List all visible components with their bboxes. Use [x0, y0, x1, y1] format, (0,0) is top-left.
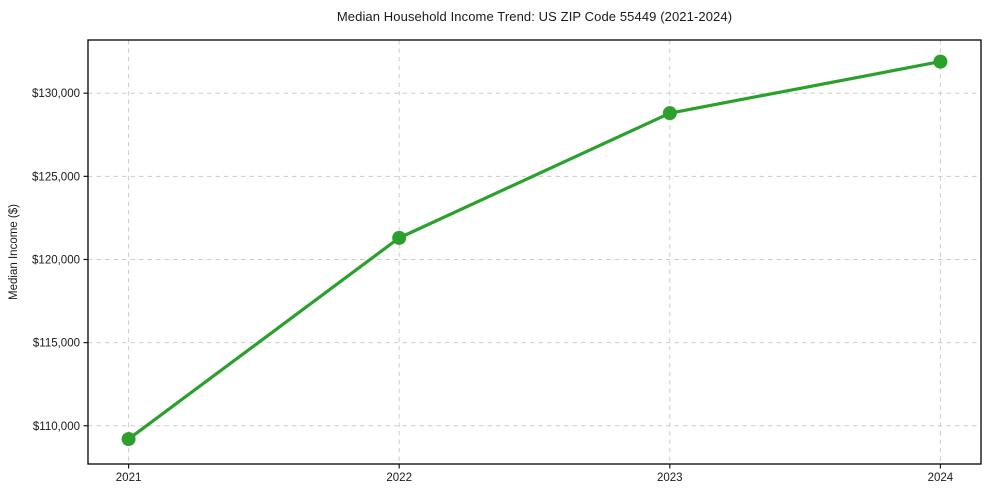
data-point — [933, 54, 948, 69]
data-point — [392, 230, 407, 245]
plot-border — [87, 39, 982, 465]
y-axis-title: Median Income ($) — [8, 204, 20, 300]
y-tick-label: $110,000 — [33, 421, 80, 433]
trend-line — [126, 60, 943, 441]
x-tick-label: 2022 — [386, 472, 412, 484]
chart-title: Median Household Income Trend: US ZIP Co… — [336, 9, 733, 24]
data-point — [662, 106, 677, 121]
x-tick-label: 2021 — [116, 472, 142, 484]
y-tick-label: $130,000 — [32, 88, 80, 100]
x-tick-label: 2024 — [928, 472, 954, 484]
y-tick-label: $125,000 — [32, 171, 80, 183]
y-tick-label: $120,000 — [32, 254, 80, 266]
data-point — [121, 432, 136, 447]
x-tick-label: 2023 — [657, 472, 683, 484]
y-tick-label: $115,000 — [33, 338, 80, 350]
